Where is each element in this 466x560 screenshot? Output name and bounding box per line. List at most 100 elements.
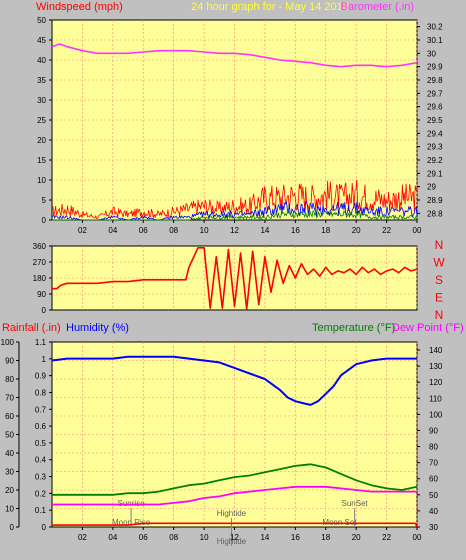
temp-x-ticks: 02 04 06 08 10 12 14 16 18 20 22 00 — [78, 527, 422, 542]
rain-tick-label: 30 — [5, 468, 14, 477]
direction-series — [52, 247, 418, 310]
temp-tick-label: 120 — [429, 378, 443, 387]
baro-tick-label: 29.3 — [427, 143, 443, 152]
wind-tick-label: 50 — [37, 16, 46, 25]
x-tick-label: 16 — [291, 533, 300, 542]
wind-tick-label: 45 — [37, 36, 46, 45]
x-tick-label: 08 — [169, 533, 178, 542]
rain-tick-label: 70 — [5, 394, 14, 403]
compass-label: N — [435, 238, 444, 252]
x-tick-label: 04 — [108, 226, 117, 235]
x-tick-label: 06 — [139, 226, 148, 235]
humidity-tick-label: 1 — [42, 355, 47, 364]
x-tick-label: 20 — [352, 533, 361, 542]
temp-tick-label: 100 — [429, 410, 443, 419]
x-tick-label: 22 — [382, 533, 391, 542]
rain-tick-label: 100 — [1, 338, 15, 347]
baro-tick-label: 29.1 — [427, 169, 443, 178]
temp-tick-label: 70 — [429, 459, 438, 468]
rain-ylabel: Rainfall (.in) — [2, 322, 61, 334]
compass-label: S — [435, 273, 443, 287]
barometer-line — [51, 43, 418, 68]
rain-tick-label: 90 — [5, 357, 14, 366]
wind-grid — [52, 20, 418, 220]
wind-direction-line — [52, 247, 418, 310]
dew-point-line — [52, 485, 417, 506]
dew-ylabel: Dew Point (°F) — [392, 322, 464, 334]
x-tick-label: 12 — [230, 226, 239, 235]
temp-tick-label: 50 — [429, 491, 438, 500]
wind-x-ticks: 02 04 06 08 10 12 14 16 18 20 22 00 — [78, 220, 422, 235]
temp-tick-label: 40 — [429, 507, 438, 516]
direction-left-ticks: 0 90 180 270 360 — [33, 242, 52, 315]
temp-tick-label: 110 — [429, 394, 442, 403]
baro-tick-label: 29 — [427, 183, 436, 192]
baro-tick-label: 29.5 — [427, 116, 443, 125]
rain-tick-label: 40 — [5, 449, 14, 458]
rain-left-ticks: 0 10 20 30 40 50 60 70 80 90 100 — [1, 338, 20, 532]
wind-tick-label: 20 — [37, 136, 46, 145]
x-tick-label: 14 — [260, 533, 269, 542]
wind-ylabel: Windspeed (mph) — [36, 1, 123, 13]
baro-tick-label: 30.2 — [427, 23, 443, 32]
rain-tick-label: 80 — [5, 375, 14, 384]
x-tick-label: 20 — [352, 226, 361, 235]
humidity-tick-label: 0.1 — [35, 506, 47, 515]
baro-tick-label: 29.2 — [427, 156, 443, 165]
direction-tick-label: 270 — [33, 258, 47, 267]
baro-tick-label: 28.8 — [427, 209, 443, 218]
x-tick-label: 10 — [200, 226, 209, 235]
baro-ylabel: Barometer (.in) — [341, 1, 414, 13]
humidity-tick-label: 0.2 — [35, 489, 47, 498]
rain-tick-label: 20 — [5, 486, 14, 495]
humidity-tick-label: 0.6 — [35, 422, 47, 431]
x-tick-label: 16 — [291, 226, 300, 235]
humidity-ylabel: Humidity (%) — [66, 322, 129, 334]
baro-tick-label: 29.7 — [427, 89, 443, 98]
temperature-line — [52, 463, 418, 496]
x-tick-label: 22 — [382, 226, 391, 235]
x-tick-label: 14 — [260, 226, 269, 235]
rain-tick-label: 50 — [5, 431, 14, 440]
wind-tick-label: 5 — [42, 196, 47, 205]
rain-tick-label: 60 — [5, 412, 14, 421]
wind-tick-label: 35 — [37, 76, 46, 85]
humidity-tick-label: 1.1 — [35, 338, 47, 347]
x-tick-label: 00 — [413, 226, 422, 235]
direction-tick-label: 180 — [33, 274, 47, 283]
annotation-label: SunSet — [342, 499, 369, 508]
annotation-label: Sunrise — [118, 499, 146, 508]
temp-grid — [52, 342, 418, 527]
wind-tick-label: 25 — [37, 116, 46, 125]
temp-right-ticks: 30 40 50 60 70 80 90 100 110 120 130 140 — [417, 346, 443, 532]
humidity-tick-label: 0 — [42, 523, 47, 532]
wind-tick-label: 0 — [42, 216, 47, 225]
direction-tick-label: 360 — [33, 242, 47, 251]
compass-label: N — [435, 308, 444, 322]
baro-tick-label: 29.9 — [427, 63, 443, 72]
humidity-tick-label: 0.8 — [35, 388, 47, 397]
temp-tick-label: 90 — [429, 426, 438, 435]
graph-title: 24 hour graph for - May 14 2018 — [191, 1, 349, 13]
temp-tick-label: 130 — [429, 362, 443, 371]
x-tick-label: 02 — [78, 226, 87, 235]
wind-tick-label: 30 — [37, 96, 46, 105]
direction-tick-label: 0 — [42, 306, 47, 315]
rain-tick-label: 10 — [5, 505, 14, 514]
temp-ylabel: Temperature (°F) — [312, 322, 395, 334]
baro-tick-label: 30 — [427, 49, 436, 58]
rain-tick-label: 0 — [10, 523, 15, 532]
wind-tick-label: 10 — [37, 176, 46, 185]
x-tick-label: 02 — [78, 533, 87, 542]
baro-right-ticks: 28.8 28.9 29 29.1 29.2 29.3 29.4 29.5 29.6 29.7 29… — [417, 23, 443, 218]
rainfall-line — [52, 522, 418, 528]
humidity-tick-label: 0.4 — [35, 456, 47, 465]
annotation-label: Moon Rise — [112, 518, 151, 527]
temp-series — [51, 355, 418, 528]
wind-tick-label: 15 — [37, 156, 46, 165]
